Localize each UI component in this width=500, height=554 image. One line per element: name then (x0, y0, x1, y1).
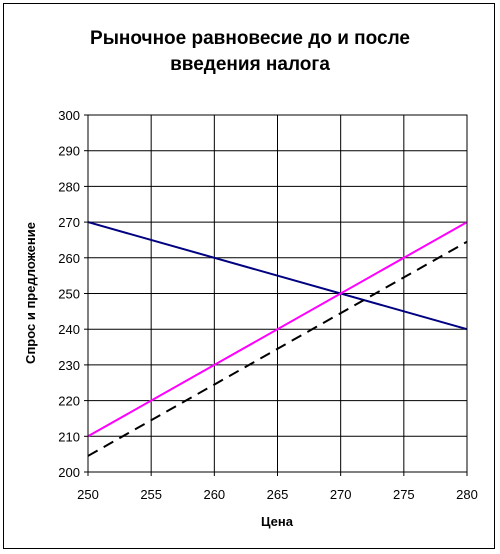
y-tick-label: 290 (58, 144, 80, 159)
y-tick-label: 260 (58, 251, 80, 266)
y-tick-label: 230 (58, 358, 80, 373)
y-axis-label: Спрос и предложение (23, 222, 38, 364)
y-tick-label: 220 (58, 394, 80, 409)
y-tick-label: 250 (58, 287, 80, 302)
x-tick-label: 265 (267, 487, 289, 502)
plot-border (87, 114, 468, 473)
y-tick-label: 300 (58, 108, 80, 123)
chart-title-line-2: введения налога (170, 54, 330, 75)
x-axis-label: Цена (261, 514, 294, 529)
series-lines (87, 221, 468, 457)
x-tick-label: 255 (140, 487, 162, 502)
x-tick-label: 280 (456, 487, 478, 502)
series-line-1 (87, 221, 468, 331)
chart-title-line-1: Рыночное равновесие до и после (90, 28, 410, 49)
y-tick-label: 210 (58, 429, 80, 444)
series-line-3 (87, 240, 468, 457)
y-tick-label: 200 (58, 465, 80, 480)
y-tick-label: 240 (58, 322, 80, 337)
tick-labels: 200 210 220 230 240 250 260 270 280 290 300 250 255 2… (58, 108, 478, 502)
y-tick-label: 280 (58, 179, 80, 194)
x-tick-label: 260 (203, 487, 225, 502)
x-tick-label: 270 (330, 487, 352, 502)
x-tick-label: 250 (77, 487, 99, 502)
y-tick-label: 270 (58, 215, 80, 230)
x-tick-label: 275 (393, 487, 415, 502)
series-line-2 (87, 221, 468, 438)
